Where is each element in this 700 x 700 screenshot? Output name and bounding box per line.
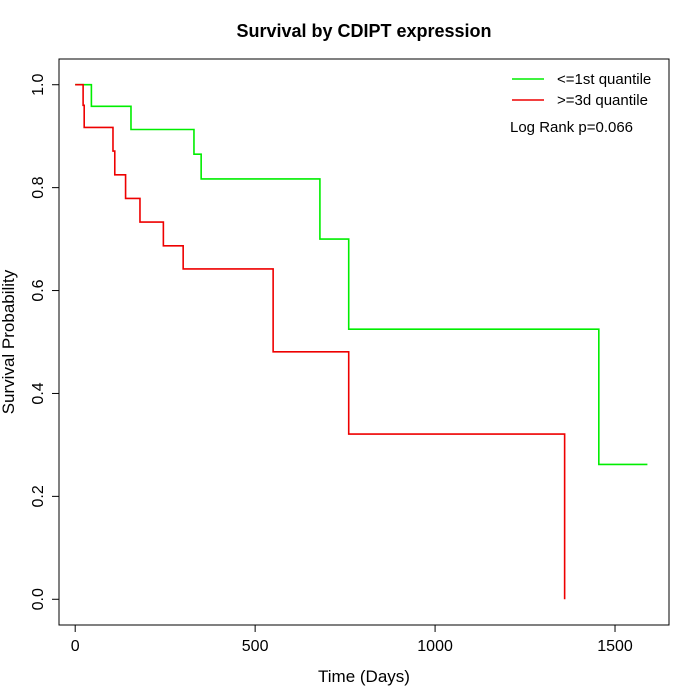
series-line-1	[75, 83, 648, 466]
y-tick-label: 0.4	[30, 382, 47, 404]
x-tick-label: 500	[242, 638, 269, 655]
series-line-2	[75, 83, 566, 600]
series-layer	[75, 83, 648, 600]
y-axis-label: Survival Probability	[0, 269, 18, 414]
y-tick-label: 1.0	[30, 74, 47, 96]
y-tick-label: 0.8	[30, 176, 47, 198]
x-tick-label: 0	[71, 638, 80, 655]
x-tick-label: 1000	[417, 638, 453, 655]
legend-label-1: <=1st quantile	[557, 71, 651, 88]
y-tick-label: 0.0	[30, 588, 47, 610]
chart-title: Survival by CDIPT expression	[236, 21, 491, 41]
log-rank-annotation: Log Rank p=0.066	[510, 119, 633, 136]
legend: <=1st quantile >=3d quantile	[512, 71, 651, 109]
x-axis-label: Time (Days)	[318, 667, 410, 686]
y-tick-label: 0.2	[30, 485, 47, 507]
x-tick-label: 1500	[597, 638, 633, 655]
plot-frame	[58, 58, 670, 626]
y-axis: 0.0 0.2 0.4 0.6 0.8 1.0	[30, 74, 60, 610]
legend-label-2: >=3d quantile	[557, 92, 648, 109]
y-tick-label: 0.6	[30, 279, 47, 301]
x-axis: 0 500 1000 1500	[71, 624, 633, 655]
